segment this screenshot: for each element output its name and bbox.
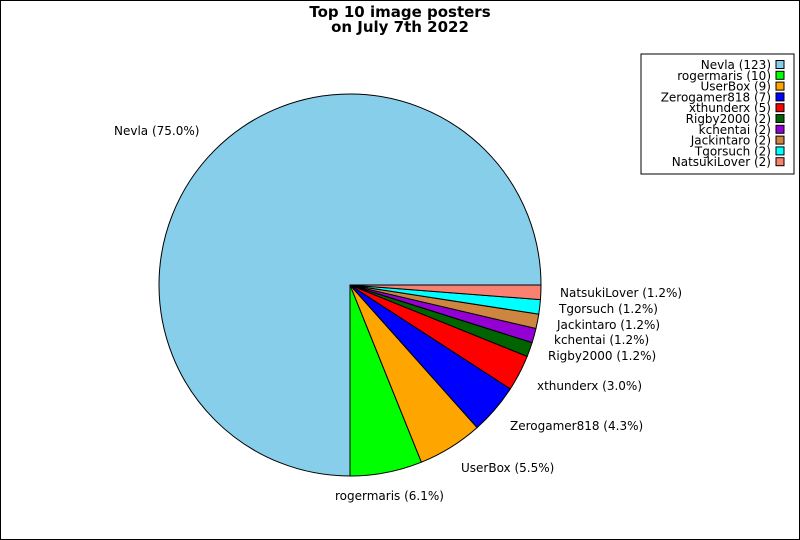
- legend-label-userbox: UserBox (9): [701, 80, 771, 94]
- legend-swatch-natsukilover: [775, 157, 785, 167]
- slice-label-zerogamer818: Zerogamer818 (4.3%): [510, 419, 643, 433]
- legend-swatch-tgorsuch: [775, 146, 785, 156]
- slice-label-userbox: UserBox (5.5%): [461, 461, 554, 475]
- legend-swatch-rogermaris: [775, 70, 785, 80]
- legend-label-tgorsuch: Tgorsuch (2): [694, 144, 771, 158]
- slice-labels: Nevla (75.0%) rogermaris (6.1%) UserBox (5…: [114, 124, 682, 503]
- slice-label-xthunderx: xthunderx (3.0%): [537, 379, 642, 393]
- legend-label-zerogamer818: Zerogamer818 (7): [661, 90, 771, 104]
- legend-swatch-nevla: [775, 60, 785, 69]
- slice-label-jackintaro: Jackintaro (1.2%): [556, 318, 660, 332]
- legend-swatch-userbox: [775, 81, 785, 91]
- legend-swatch-xthunderx: [775, 103, 785, 113]
- legend: Nevla (123)rogermaris (10)UserBox (9)Zer…: [640, 53, 795, 175]
- slice-label-kchentai: kchentai (1.2%): [554, 333, 649, 347]
- pie-slice-natsukilover: [349, 284, 542, 301]
- legend-label-xthunderx: xthunderx (5): [689, 101, 771, 115]
- slice-label-tgorsuch: Tgorsuch (1.2%): [558, 302, 658, 316]
- legend-label-natsukilover: NatsukiLover (2): [672, 155, 771, 169]
- legend-swatch-kchentai: [775, 124, 785, 134]
- slice-label-nevla: Nevla (75.0%): [114, 124, 199, 138]
- legend-label-kchentai: kchentai (2): [699, 123, 771, 137]
- legend-label-nevla: Nevla (123): [701, 58, 771, 72]
- legend-box: [640, 53, 795, 175]
- legend-swatch-zerogamer818: [775, 92, 785, 102]
- pie-slice-nevla: [158, 93, 542, 477]
- slice-label-natsukilover: NatsukiLover (1.2%): [560, 286, 682, 300]
- chart-title-line-2: on July 7th 2022: [331, 18, 469, 36]
- pie-slices: [158, 93, 542, 477]
- slice-label-rogermaris: rogermaris (6.1%): [335, 489, 444, 503]
- legend-label-rigby2000: Rigby2000 (2): [686, 112, 771, 126]
- legend-swatch-jackintaro: [775, 135, 785, 145]
- legend-label-jackintaro: Jackintaro (2): [690, 134, 771, 148]
- legend-swatch-rigby2000: [775, 114, 785, 123]
- chart-title-line-1: Top 10 image posters: [309, 3, 490, 21]
- legend-label-rogermaris: rogermaris (10): [677, 69, 771, 83]
- slice-label-rigby2000: Rigby2000 (1.2%): [548, 349, 656, 363]
